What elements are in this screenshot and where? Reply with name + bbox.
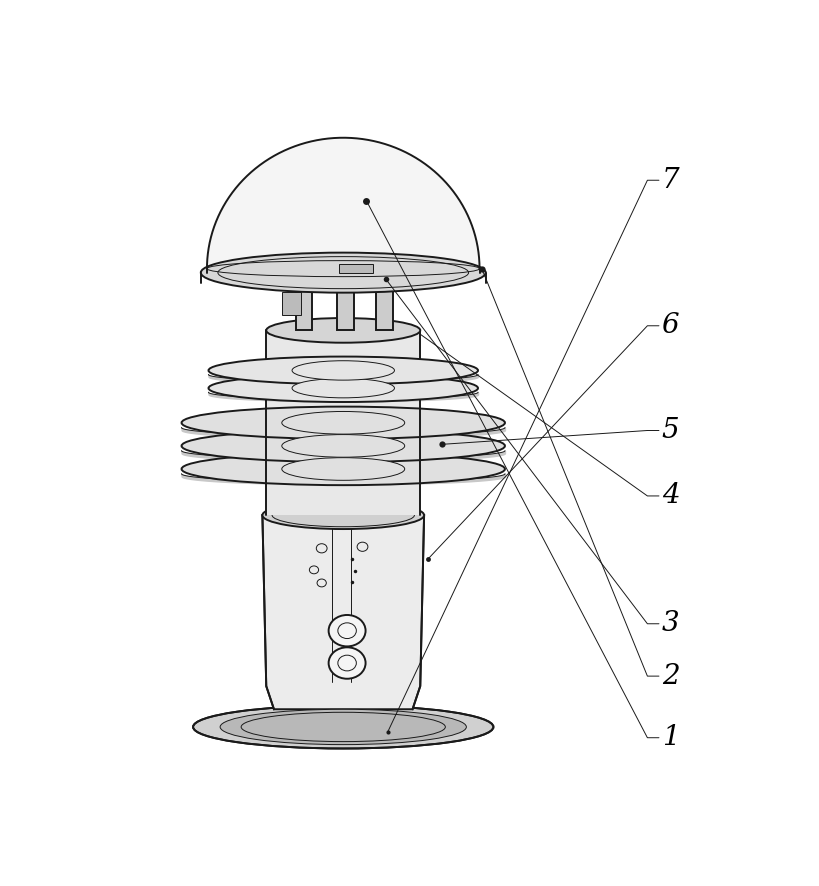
- Ellipse shape: [282, 458, 405, 480]
- Text: 7: 7: [661, 167, 678, 194]
- Ellipse shape: [292, 378, 394, 398]
- Polygon shape: [339, 264, 372, 274]
- Polygon shape: [295, 274, 312, 330]
- Ellipse shape: [266, 318, 419, 343]
- Polygon shape: [206, 137, 479, 268]
- Polygon shape: [281, 291, 301, 315]
- Ellipse shape: [201, 253, 485, 292]
- Text: 4: 4: [661, 483, 678, 509]
- Polygon shape: [337, 274, 354, 330]
- Ellipse shape: [181, 407, 505, 439]
- Text: 1: 1: [661, 724, 678, 751]
- Ellipse shape: [219, 710, 466, 744]
- Text: 6: 6: [661, 312, 678, 339]
- Polygon shape: [266, 330, 419, 515]
- Text: 2: 2: [661, 663, 678, 689]
- Ellipse shape: [181, 453, 505, 486]
- Ellipse shape: [328, 615, 365, 647]
- Ellipse shape: [262, 501, 423, 529]
- Ellipse shape: [282, 411, 405, 434]
- Ellipse shape: [328, 648, 365, 679]
- Text: 3: 3: [661, 610, 678, 637]
- Text: 5: 5: [661, 417, 678, 444]
- Ellipse shape: [208, 356, 477, 385]
- Polygon shape: [262, 515, 423, 709]
- Ellipse shape: [208, 374, 477, 402]
- Ellipse shape: [282, 434, 405, 457]
- Polygon shape: [375, 274, 392, 330]
- Ellipse shape: [192, 705, 493, 749]
- Ellipse shape: [292, 361, 394, 380]
- Ellipse shape: [181, 430, 505, 462]
